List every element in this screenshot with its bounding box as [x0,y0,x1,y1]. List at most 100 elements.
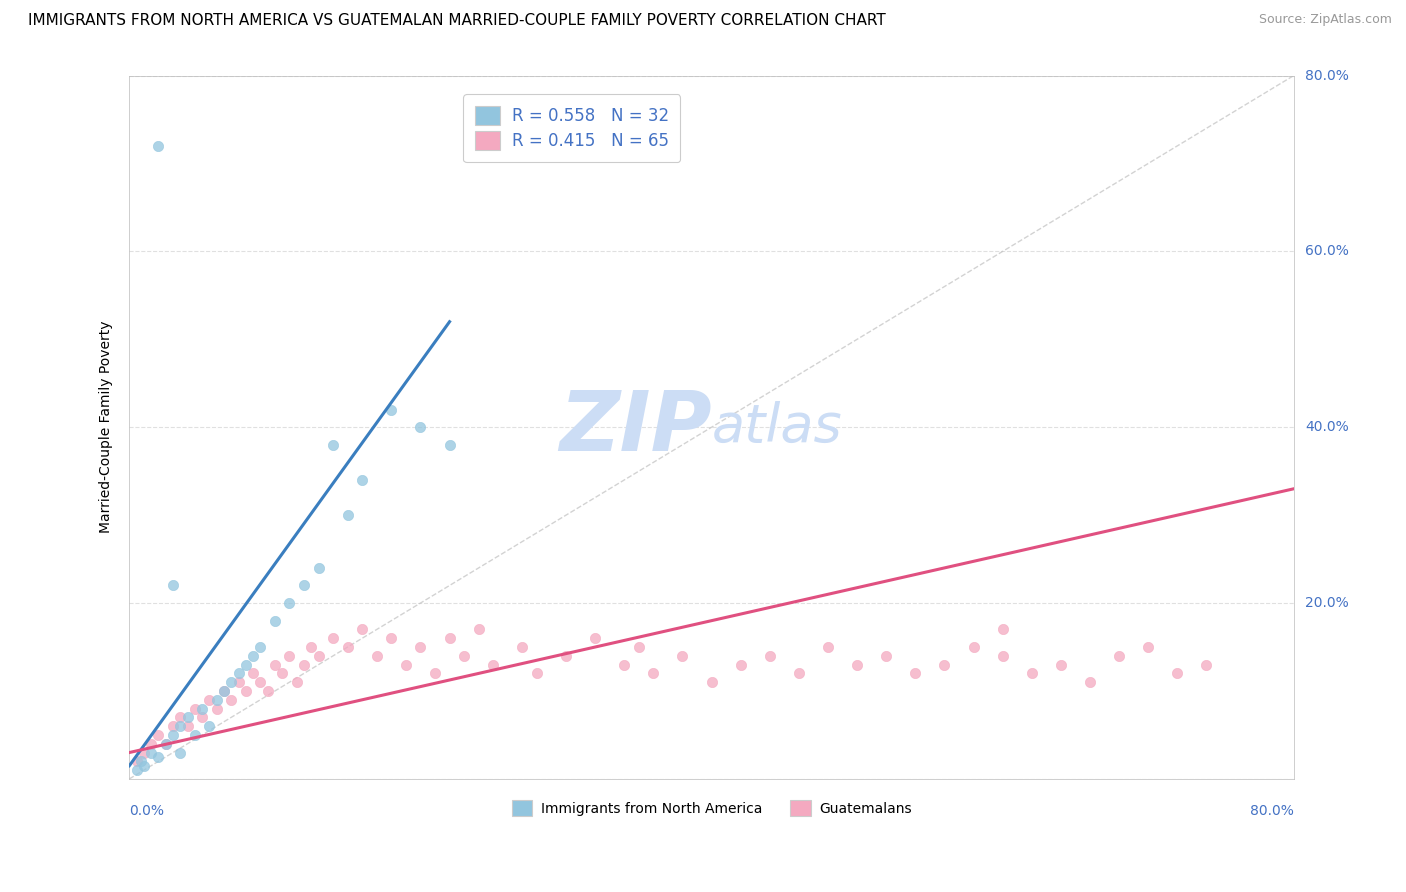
Point [1108,648,1130,663]
Text: 80.0%: 80.0% [1250,804,1294,818]
Point [162,578,184,592]
Point [322,438,344,452]
Point [132,758,155,772]
Point [1050,657,1073,672]
Point [352,623,374,637]
Point [169,710,191,724]
Point [366,648,388,663]
Point [155,737,177,751]
Point [352,473,374,487]
Point [380,402,402,417]
Text: 20.0%: 20.0% [1305,596,1348,610]
Point [249,675,271,690]
Text: Source: ZipAtlas.com: Source: ZipAtlas.com [1258,13,1392,27]
Point [643,666,665,681]
Point [148,139,170,153]
Point [787,666,810,681]
Point [934,657,956,672]
Point [162,719,184,733]
Point [526,666,548,681]
Point [249,640,271,654]
Point [991,623,1014,637]
Point [730,657,752,672]
Point [176,719,198,733]
Point [228,675,250,690]
Point [264,657,287,672]
Y-axis label: Married-Couple Family Poverty: Married-Couple Family Poverty [100,321,114,533]
Point [219,675,242,690]
Point [299,640,322,654]
Point [583,632,606,646]
Text: atlas: atlas [711,401,842,453]
Point [205,701,228,715]
Point [322,632,344,646]
Point [191,710,214,724]
Point [512,640,534,654]
Point [1137,640,1160,654]
Point [336,640,359,654]
Point [235,684,257,698]
Point [395,657,418,672]
Point [129,755,152,769]
Legend: Immigrants from North America, Guatemalans: Immigrants from North America, Guatemala… [503,792,920,825]
Point [125,763,148,777]
Point [242,666,264,681]
Text: 40.0%: 40.0% [1305,420,1348,434]
Text: 0.0%: 0.0% [129,804,165,818]
Text: 80.0%: 80.0% [1305,69,1348,83]
Point [184,701,207,715]
Point [148,750,170,764]
Point [482,657,505,672]
Point [219,693,242,707]
Point [1195,657,1218,672]
Point [191,701,214,715]
Point [212,684,235,698]
Point [875,648,897,663]
Point [256,684,278,698]
Text: IMMIGRANTS FROM NORTH AMERICA VS GUATEMALAN MARRIED-COUPLE FAMILY POVERTY CORREL: IMMIGRANTS FROM NORTH AMERICA VS GUATEMA… [28,13,886,29]
Point [292,657,315,672]
Point [212,684,235,698]
Point [162,728,184,742]
Point [308,648,330,663]
Point [991,648,1014,663]
Point [228,666,250,681]
Point [141,737,163,751]
Point [169,719,191,733]
Point [336,508,359,523]
Point [148,728,170,742]
Point [184,728,207,742]
Point [125,755,148,769]
Point [198,693,221,707]
Point [141,746,163,760]
Point [439,632,461,646]
Point [308,561,330,575]
Point [132,746,155,760]
Point [700,675,723,690]
Point [292,578,315,592]
Point [1166,666,1188,681]
Point [176,710,198,724]
Point [235,657,257,672]
Point [1021,666,1043,681]
Point [439,438,461,452]
Point [380,632,402,646]
Point [169,746,191,760]
Point [205,693,228,707]
Point [409,640,432,654]
Point [242,648,264,663]
Point [278,648,301,663]
Point [198,719,221,733]
Point [271,666,294,681]
Text: 60.0%: 60.0% [1305,244,1348,259]
Point [627,640,650,654]
Point [1078,675,1101,690]
Point [904,666,927,681]
Point [467,623,489,637]
Point [555,648,578,663]
Point [409,420,432,434]
Point [278,596,301,610]
Point [285,675,308,690]
Point [613,657,636,672]
Point [155,737,177,751]
